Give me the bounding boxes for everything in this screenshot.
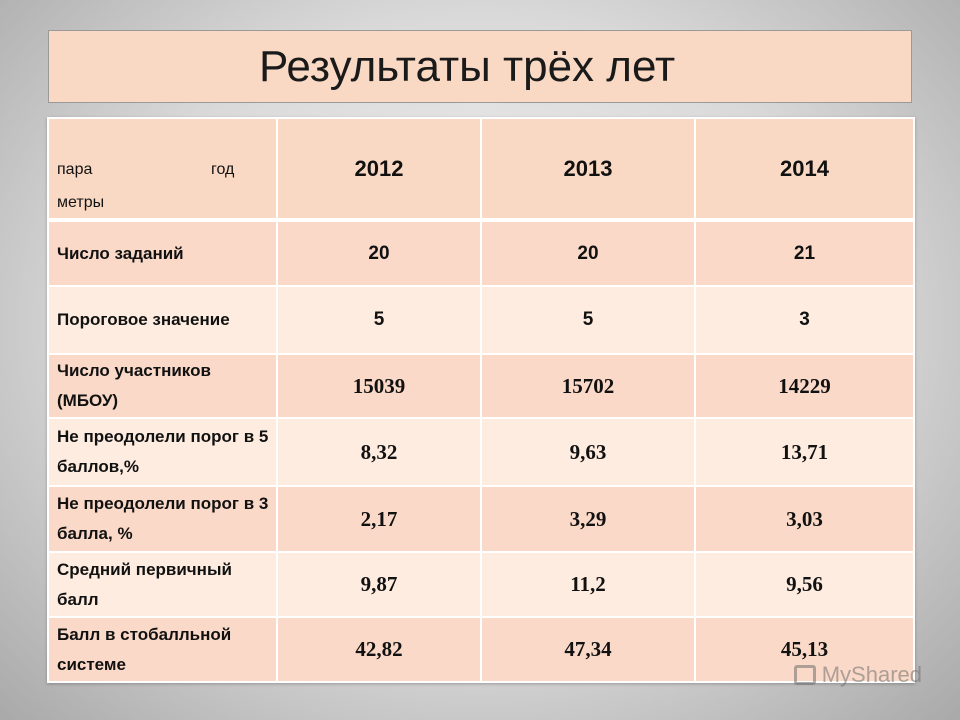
results-table: пара год метры 2012 2013 2014 Число зада… [47,117,915,683]
table-cell: 3,03 [694,485,915,553]
table-row: Число заданий 20 20 21 [47,219,915,287]
table-cell: 21 [694,219,915,287]
table-cell: 45,13 [694,616,915,683]
table-row: Средний первичный балл 9,87 11,2 9,56 [47,551,915,618]
year-header-2013: 2013 [480,117,696,222]
watermark: MyShared [793,662,922,688]
table-cell: 11,2 [480,551,696,618]
title-box: Результаты трёх лет [48,30,912,103]
corner-label-b: год [211,161,235,178]
table-row: Балл в стобалльной системе 42,82 47,34 4… [47,616,915,683]
page-title: Результаты трёх лет [259,41,676,91]
row-label: Число участников (МБОУ) [47,353,278,419]
table-cell: 9,87 [276,551,482,618]
table-cell: 20 [276,219,482,287]
table-cell: 20 [480,219,696,287]
table-row: Не преодолели порог в 5 баллов,% 8,32 9,… [47,417,915,487]
row-label: Не преодолели порог в 3 балла, % [47,485,278,553]
year-header-2014: 2014 [694,117,915,222]
table-cell: 9,63 [480,417,696,487]
table-cell: 8,32 [276,417,482,487]
row-label: Не преодолели порог в 5 баллов,% [47,417,278,487]
row-label: Балл в стобалльной системе [47,616,278,683]
row-label: Средний первичный балл [47,551,278,618]
table-cell: 3 [694,285,915,355]
header-row: пара год метры 2012 2013 2014 [47,117,915,222]
row-label: Число заданий [47,219,278,287]
table-cell: 15702 [480,353,696,419]
table-cell: 2,17 [276,485,482,553]
corner-cell: пара год метры [47,117,278,222]
corner-label-a: пара [57,161,93,178]
table-row: Число участников (МБОУ) 15039 15702 1422… [47,353,915,419]
watermark-text: MyShared [821,662,922,687]
table-cell: 15039 [276,353,482,419]
table-row: Не преодолели порог в 3 балла, % 2,17 3,… [47,485,915,553]
table-cell: 3,29 [480,485,696,553]
table-cell: 47,34 [480,616,696,683]
table-cell: 9,56 [694,551,915,618]
table-cell: 5 [480,285,696,355]
year-header-2012: 2012 [276,117,482,222]
corner-label-c: метры [57,194,105,211]
presentation-icon [793,665,816,685]
table-cell: 5 [276,285,482,355]
row-label: Пороговое значение [47,285,278,355]
table-cell: 14229 [694,353,915,419]
table-cell: 13,71 [694,417,915,487]
table-cell: 42,82 [276,616,482,683]
table-row: Пороговое значение 5 5 3 [47,285,915,355]
